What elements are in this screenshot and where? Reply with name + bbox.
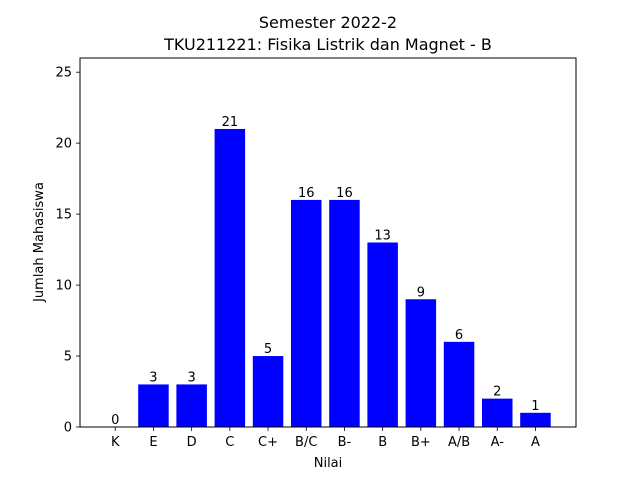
bar-B/C [291,199,322,427]
x-tick-label-K: K [111,435,120,450]
y-tick-label-0: 0 [64,421,72,436]
y-tick-label-10: 10 [55,279,72,294]
data-label-E: 3 [149,370,157,385]
y-tick-label-15: 15 [55,208,72,223]
x-tick-label-C: C [225,435,234,450]
data-label-C: 21 [222,115,239,130]
bar-C+ [252,356,284,427]
y-tick-label-25: 25 [55,66,72,81]
bar-B- [329,199,360,427]
bars-group [138,128,551,427]
plot-frame [79,57,577,428]
x-tick-label-B/C: B/C [295,435,317,450]
bar-C [214,128,246,427]
x-tick-label-A: A [531,435,540,450]
bar-E [138,384,169,427]
x-tick-label-D: D [187,435,197,450]
chart-title-line2: TKU211221: Fisika Listrik dan Magnet - B [163,35,492,54]
x-tick-label-B: B [378,435,387,450]
data-label-A/B: 6 [455,328,463,343]
bar-A/B [443,341,475,427]
x-tick-label-C+: C+ [258,435,278,450]
bar-B+ [405,299,437,427]
y-tick-label-5: 5 [64,350,72,365]
x-tick-label-A/B: A/B [448,435,470,450]
bar-B [367,242,398,427]
x-tick-label-B+: B+ [411,435,431,450]
data-label-B: 13 [374,229,391,244]
data-label-B/C: 16 [298,186,315,201]
data-label-B+: 9 [417,285,425,300]
y-axis-ticks: 0 5 10 15 20 25 [55,66,80,436]
chart-title-line1: Semester 2022-2 [259,13,397,32]
data-label-C+: 5 [264,342,272,357]
bar-D [176,384,207,427]
bar-A [520,412,551,427]
x-tick-label-B-: B- [338,435,352,450]
data-label-B-: 16 [336,186,353,201]
y-axis-label: Jumlah Mahasiswa [32,182,47,303]
x-tick-label-A-: A- [491,435,505,450]
x-axis-ticks: K E D C C+ B/C B- B B+ A/B A- A [111,427,540,450]
data-label-D: 3 [188,370,196,385]
data-label-K: 0 [111,413,119,428]
x-tick-label-E: E [149,435,157,450]
y-tick-label-20: 20 [55,137,72,152]
data-label-A-: 2 [493,385,501,400]
x-axis-label: Nilai [314,456,343,471]
bar-A- [482,398,513,427]
data-label-A: 1 [531,399,539,414]
